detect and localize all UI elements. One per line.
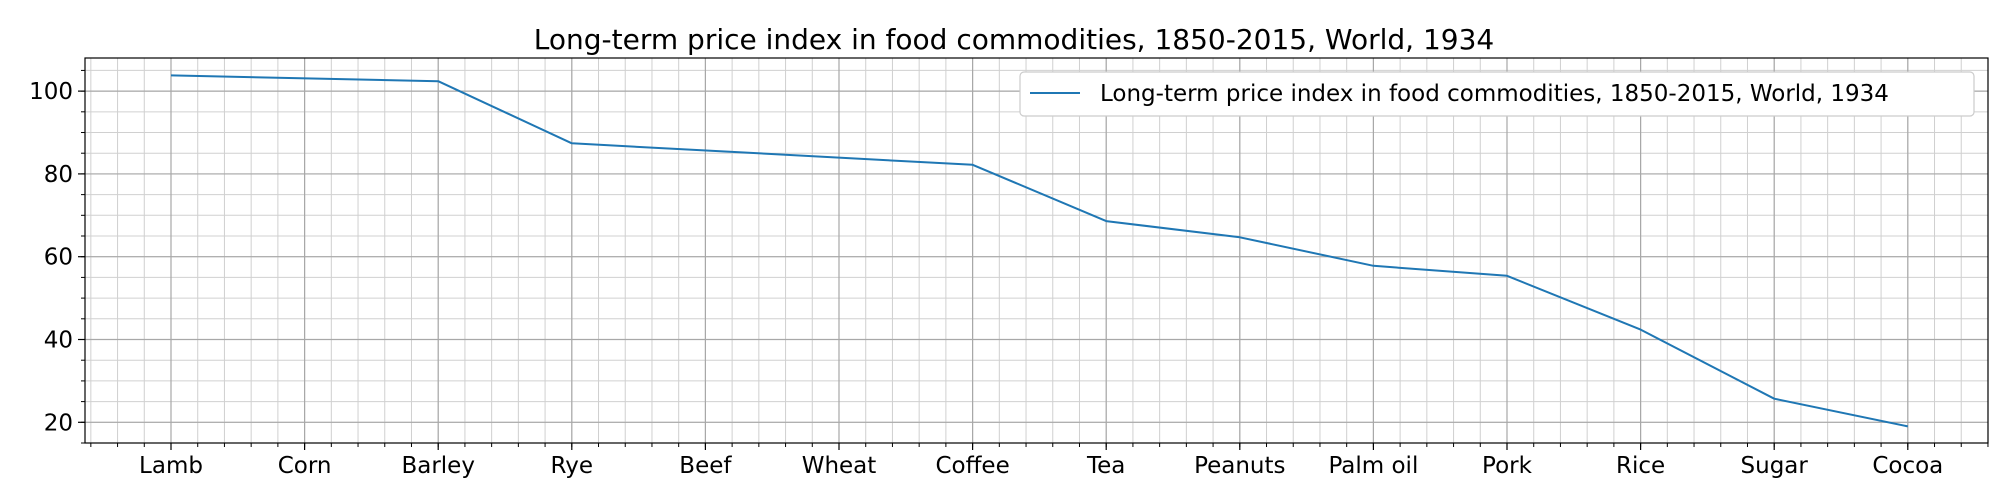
x-tick-label: Cocoa	[1872, 453, 1943, 479]
x-tick-label: Corn	[278, 453, 332, 479]
x-tick-label: Pork	[1482, 453, 1533, 479]
x-tick-label: Coffee	[935, 453, 1009, 479]
x-tick-label: Sugar	[1741, 453, 1809, 479]
x-tick-label: Palm oil	[1328, 453, 1418, 479]
y-tick-label: 80	[44, 162, 73, 188]
x-tick-label: Tea	[1086, 453, 1125, 479]
y-tick-label: 100	[29, 79, 73, 105]
x-tick-label: Barley	[401, 453, 474, 479]
y-axis: 20 40 60 80 100	[29, 69, 85, 444]
x-tick-label: Rye	[551, 453, 594, 479]
y-tick-label: 20	[44, 410, 73, 436]
x-axis: Lamb Corn Barley Rye Beef Wheat Coffee Tea Peanu…	[90, 443, 1989, 479]
series-layer	[170, 74, 1909, 428]
y-tick-label: 60	[44, 245, 73, 271]
x-tick-label: Peanuts	[1194, 453, 1285, 479]
plot-frame	[84, 57, 1989, 444]
x-tick-label: Wheat	[802, 453, 877, 479]
legend: Long-term price index in food commoditie…	[1019, 71, 1975, 117]
chart-title: Long-term price index in food commoditie…	[534, 23, 1494, 56]
series-line	[170, 74, 1909, 428]
x-tick-label: Lamb	[139, 453, 203, 479]
legend-label: Long-term price index in food commoditie…	[1100, 81, 1889, 107]
legend-box	[1019, 71, 1975, 117]
x-tick-label: Rice	[1616, 453, 1665, 479]
x-tick-label: Beef	[679, 453, 732, 479]
y-tick-label: 40	[44, 328, 73, 354]
